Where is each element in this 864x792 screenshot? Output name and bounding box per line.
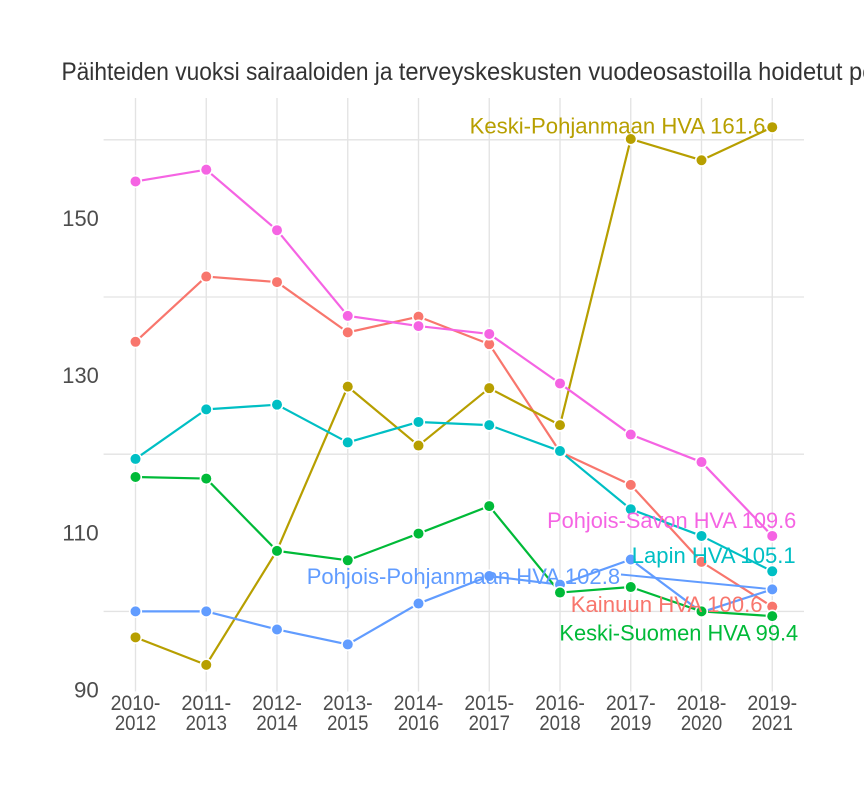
svg-text:terveyskeskusten vuodeosastoil: terveyskeskusten vuodeosastoilla hoidetu…: [399, 58, 864, 86]
svg-text:2013-: 2013-: [323, 692, 373, 715]
svg-text:2021: 2021: [752, 712, 793, 735]
svg-text:2017: 2017: [469, 712, 510, 735]
svg-text:2012-: 2012-: [252, 692, 302, 715]
svg-text:2011-: 2011-: [181, 692, 231, 715]
svg-text:2012: 2012: [115, 712, 156, 735]
svg-text:Keski-Pohjanmaan HVA 161.6: Keski-Pohjanmaan HVA 161.6: [470, 114, 766, 139]
svg-text:2014-: 2014-: [394, 692, 444, 715]
svg-text:2018: 2018: [539, 712, 580, 735]
svg-text:2015: 2015: [327, 712, 368, 735]
svg-text:Päihteiden vuoksi sairaaloiden: Päihteiden vuoksi sairaaloiden ja: [62, 58, 393, 86]
svg-text:110: 110: [62, 520, 99, 545]
svg-text:2014: 2014: [256, 712, 297, 735]
svg-text:Lapin HVA 105.1: Lapin HVA 105.1: [632, 543, 796, 568]
svg-text:2020: 2020: [681, 712, 722, 735]
svg-text:2019-: 2019-: [747, 692, 797, 715]
svg-text:2016: 2016: [398, 712, 439, 735]
svg-text:2010-: 2010-: [111, 692, 161, 715]
svg-text:Pohjois-Savon HVA 109.6: Pohjois-Savon HVA 109.6: [547, 508, 796, 533]
svg-text:90: 90: [74, 678, 99, 703]
svg-text:Pohjois-Pohjanmaan HVA 102.8: Pohjois-Pohjanmaan HVA 102.8: [307, 564, 620, 589]
svg-text:150: 150: [62, 206, 99, 231]
svg-text:2017-: 2017-: [606, 692, 656, 715]
svg-text:2013: 2013: [186, 712, 227, 735]
svg-text:2018-: 2018-: [677, 692, 727, 715]
svg-text:Kainuun HVA 100.6: Kainuun HVA 100.6: [571, 592, 763, 617]
svg-text:130: 130: [62, 363, 99, 388]
svg-text:2019: 2019: [610, 712, 651, 735]
svg-text:2015-: 2015-: [464, 692, 514, 715]
svg-text:Keski-Suomen HVA 99.4: Keski-Suomen HVA 99.4: [559, 620, 798, 645]
svg-text:2016-: 2016-: [535, 692, 585, 715]
